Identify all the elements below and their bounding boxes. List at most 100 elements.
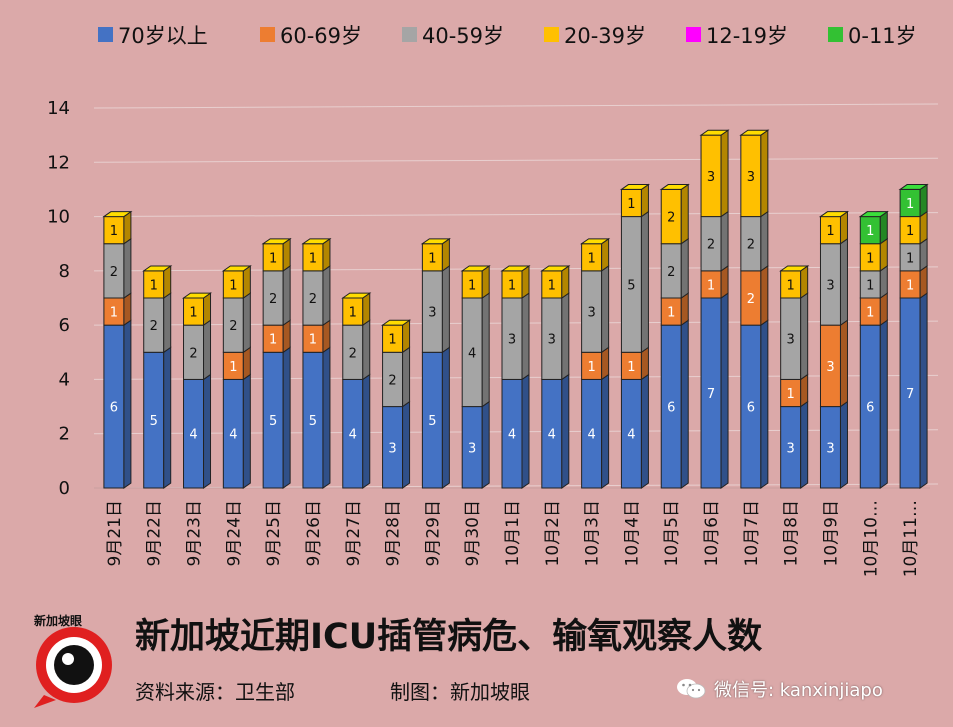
data-label: 3	[826, 360, 834, 375]
data-label: 2	[747, 238, 755, 253]
x-axis: 9月21日 9月22日 9月23日 9月24日 9月25日 9月26日 9月27日 9月28日…	[105, 500, 921, 577]
x-tick-label: 10月1日	[503, 500, 523, 566]
bar-top	[261, 238, 292, 245]
data-label: 2	[189, 346, 197, 361]
bar-segment-side	[441, 264, 450, 354]
data-source: 资料来源：卫生部	[135, 680, 295, 704]
legend-swatch	[544, 27, 559, 42]
bar-segment-side	[282, 264, 291, 327]
legend-item: 12-19岁	[686, 24, 788, 48]
x-tick-label: 9月29日	[423, 500, 443, 566]
bar-segment-side	[561, 373, 570, 489]
data-label: 1	[229, 360, 237, 375]
data-label: 3	[707, 170, 715, 185]
bar-stack: 7 1 1 1 1	[898, 183, 929, 489]
bar-stack: 7 1 2 3	[699, 129, 730, 489]
logo-text: 新加坡眼	[34, 614, 83, 628]
data-label: 4	[587, 428, 595, 443]
bar-stack: 4 1 3 1	[580, 237, 611, 489]
data-label: 1	[826, 224, 834, 239]
bar-segment-side	[282, 319, 291, 354]
data-label: 4	[189, 428, 197, 443]
legend-label: 20-39岁	[564, 24, 646, 48]
data-label: 5	[627, 278, 635, 293]
data-label: 6	[110, 401, 118, 416]
camera-lens-logo-icon	[34, 627, 112, 708]
bar-segment-side	[561, 264, 570, 299]
bar-segment-side	[800, 292, 809, 381]
data-label: 2	[707, 238, 715, 253]
data-label: 4	[508, 428, 516, 443]
bar-top	[221, 265, 252, 272]
bar-top	[420, 238, 451, 245]
bar-segment-side	[441, 237, 450, 272]
data-label: 1	[707, 278, 715, 293]
bar-top	[619, 184, 651, 190]
y-tick-label: 12	[47, 152, 70, 173]
bar-top	[580, 238, 611, 245]
bar-segment-side	[521, 292, 530, 381]
bar-segment-side	[879, 210, 888, 245]
bar-segment-side	[839, 237, 848, 327]
x-tick-label: 9月30日	[463, 500, 483, 566]
bar-segment-side	[521, 264, 530, 299]
data-label: 2	[110, 265, 118, 280]
bar-stack: 4 1 5 1	[619, 183, 651, 489]
x-tick-label: 10月3日	[583, 500, 603, 566]
bar-segment-side	[402, 319, 411, 354]
gridline	[93, 103, 939, 109]
data-label: 2	[150, 319, 158, 334]
bar-top	[699, 129, 730, 136]
legend-swatch	[686, 27, 701, 42]
legend-label: 60-69岁	[280, 24, 362, 48]
data-label: 1	[349, 306, 357, 321]
bar-stack: 3 2 1	[380, 319, 412, 489]
data-label: 3	[508, 333, 516, 348]
wechat-icon	[677, 679, 706, 699]
bar-stack: 3 4 1	[460, 264, 491, 489]
bar-top	[858, 211, 889, 218]
data-label: 1	[110, 306, 118, 321]
gridline	[93, 157, 939, 163]
y-tick-label: 8	[59, 261, 70, 282]
legend-label: 0-11岁	[848, 24, 917, 48]
bar-segment-side	[282, 346, 291, 489]
data-label: 1	[548, 278, 556, 293]
bar-segment-side	[123, 237, 132, 299]
data-label: 1	[866, 251, 874, 266]
bar-segment-side	[362, 292, 371, 327]
data-label: 3	[787, 441, 795, 456]
bar-segment-side	[839, 210, 848, 245]
data-label: 4	[349, 428, 357, 443]
x-tick-label: 9月21日	[105, 500, 125, 566]
data-label: 2	[388, 373, 396, 388]
bar-stack: 4 3 1	[540, 264, 571, 489]
bar-segment-side	[481, 292, 490, 408]
bar-segment-side	[601, 346, 610, 381]
data-label: 2	[349, 346, 357, 361]
data-label: 6	[747, 401, 755, 416]
bar-top	[540, 265, 571, 272]
bar-segment-side	[163, 292, 172, 354]
bar-segment-side	[203, 292, 212, 327]
bar-segment-side	[561, 292, 570, 381]
data-label: 3	[587, 306, 595, 321]
bar-segment-side	[242, 264, 251, 299]
data-label: 1	[587, 360, 595, 375]
data-label: 1	[627, 197, 635, 212]
data-label: 3	[747, 170, 755, 185]
bar-top	[500, 265, 531, 272]
bar-segment-side	[680, 183, 689, 245]
bar-stack: 5 3 1	[420, 237, 451, 489]
legend-item: 40-59岁	[402, 24, 504, 48]
x-tick-label: 9月23日	[185, 500, 205, 566]
bar-segment-side	[362, 373, 371, 489]
data-label: 6	[667, 401, 675, 416]
data-label: 1	[906, 278, 914, 293]
bar-segment-side	[402, 400, 411, 489]
bar-top	[659, 184, 690, 190]
data-label: 7	[906, 387, 914, 402]
x-tick-label: 9月22日	[145, 500, 165, 566]
bar-top	[898, 184, 929, 190]
